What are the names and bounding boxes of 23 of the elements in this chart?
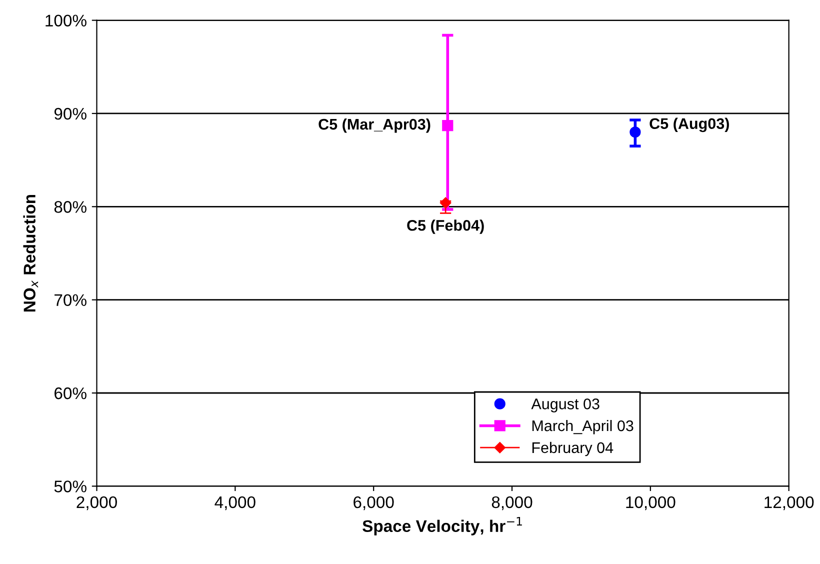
legend-label: August 03 [531,398,600,412]
point [630,126,641,138]
point [440,197,452,209]
legend-label: March_April 03 [532,420,634,434]
annotation: C5 (Aug03) [650,118,729,132]
x-tick-label: 6,000 [354,496,394,510]
y-tick-label: 100% [46,14,86,27]
x-tick-label: 8,000 [492,496,532,510]
x-tick-label: 12,000 [764,496,814,510]
y-tick-label: 50% [54,480,86,492]
y-tick-label: 80% [54,201,86,213]
y-axis-title: NO$_{x}$ Reduction [23,194,38,312]
y-tick-label: 60% [54,387,86,400]
point [442,120,454,132]
annotation: C5 (Mar_Apr03) [318,118,430,133]
x-tick-label: 4,000 [214,496,256,510]
legend-label: February 04 [532,442,614,456]
annotation: C5 (Feb04) [407,220,484,234]
y-tick-label: 90% [54,108,86,120]
x-tick-label: 10,000 [626,496,676,510]
y-tick-label: 70% [54,294,86,306]
x-axis-title: Space Velocity, hr$^{−1}$ [362,516,522,536]
x-tick-label: 2,000 [76,496,117,510]
